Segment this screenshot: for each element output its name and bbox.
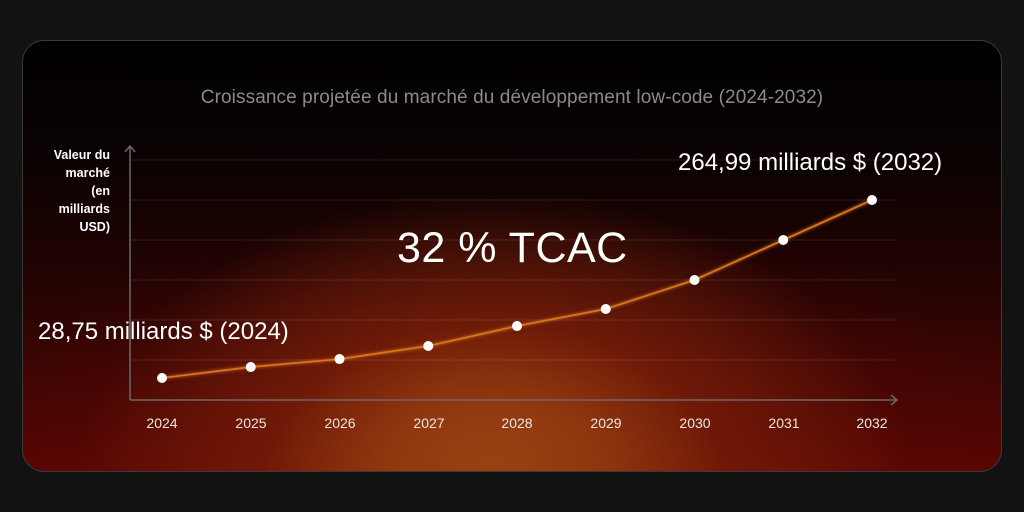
- x-tick-label: 2025: [235, 415, 267, 431]
- data-point: [245, 362, 256, 373]
- data-point: [689, 275, 700, 286]
- data-point: [512, 321, 522, 332]
- x-tick-label: 2026: [324, 415, 356, 431]
- x-axis-arrow-icon: [890, 394, 899, 406]
- data-point: [867, 195, 877, 205]
- x-tick-label: 2028: [501, 415, 533, 431]
- x-tick-label: 2027: [413, 415, 445, 431]
- y-axis: [124, 144, 136, 400]
- x-tick-label: 2031: [768, 415, 800, 431]
- y-axis-label-line: (en: [91, 184, 110, 198]
- data-point: [423, 341, 434, 352]
- x-tick-label: 2029: [590, 415, 622, 431]
- gridlines: [131, 159, 896, 361]
- x-tick-label: 2030: [679, 415, 711, 431]
- y-axis-arrow-icon: [124, 144, 136, 153]
- y-axis-label-line: Valeur du: [53, 148, 110, 162]
- y-axis-label-line: milliards: [58, 202, 110, 216]
- y-axis-label: Valeur du marché (en milliards USD): [22, 146, 110, 236]
- x-axis: [130, 394, 899, 406]
- data-point: [600, 304, 611, 315]
- y-axis-label-line: USD): [79, 220, 110, 234]
- cagr-annotation: 32 % TCAC: [397, 224, 628, 272]
- x-tick-label: 2032: [856, 415, 888, 431]
- callout-2032-value: 264,99 milliards $ (2032): [678, 149, 943, 176]
- data-point: [334, 354, 345, 365]
- data-point: [778, 235, 789, 246]
- chart-title: Croissance projetée du marché du dévelop…: [200, 87, 824, 108]
- callout-2024-value: 28,75 milliards $ (2024): [38, 318, 289, 345]
- data-points: [157, 195, 877, 383]
- x-tick-label: 2024: [146, 415, 178, 431]
- data-point: [157, 373, 167, 383]
- y-axis-label-line: marché: [65, 166, 110, 180]
